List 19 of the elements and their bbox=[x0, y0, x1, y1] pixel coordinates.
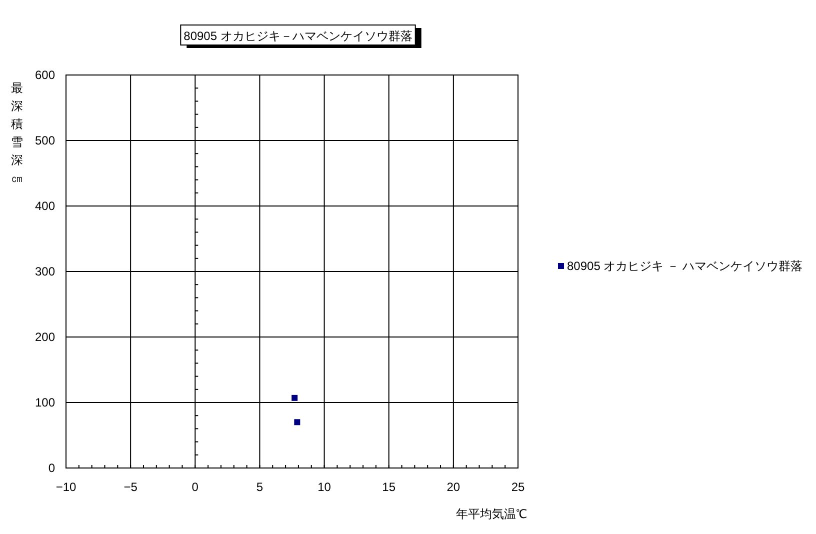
chart-title: 80905 オカヒジキ－ハマベンケイソウ群落 bbox=[184, 29, 412, 43]
x-tick-label: 25 bbox=[511, 480, 525, 494]
legend-label: 80905 オカヒジキ － ハマベンケイソウ群落 bbox=[567, 259, 802, 273]
y-tick-label: 500 bbox=[34, 134, 56, 148]
x-axis-title: 年平均気温℃ bbox=[456, 507, 527, 521]
x-tick-label: 5 bbox=[256, 480, 264, 494]
x-tick-label: 10 bbox=[318, 480, 332, 494]
x-tick-label: −5 bbox=[124, 480, 138, 494]
x-tick-label: −10 bbox=[56, 480, 76, 494]
x-tick-label: 0 bbox=[192, 480, 199, 494]
y-tick-label: 0 bbox=[48, 461, 56, 475]
x-tick-label: 20 bbox=[446, 480, 460, 494]
y-tick-label: 200 bbox=[34, 330, 56, 344]
y-tick-label: 100 bbox=[34, 396, 56, 410]
y-tick-label: 400 bbox=[34, 199, 56, 213]
x-tick-label: 15 bbox=[382, 480, 396, 494]
y-tick-label: 600 bbox=[34, 68, 56, 82]
y-axis-title: 最深積雪深㎝ bbox=[11, 81, 23, 185]
y-tick-label: 300 bbox=[34, 264, 56, 278]
